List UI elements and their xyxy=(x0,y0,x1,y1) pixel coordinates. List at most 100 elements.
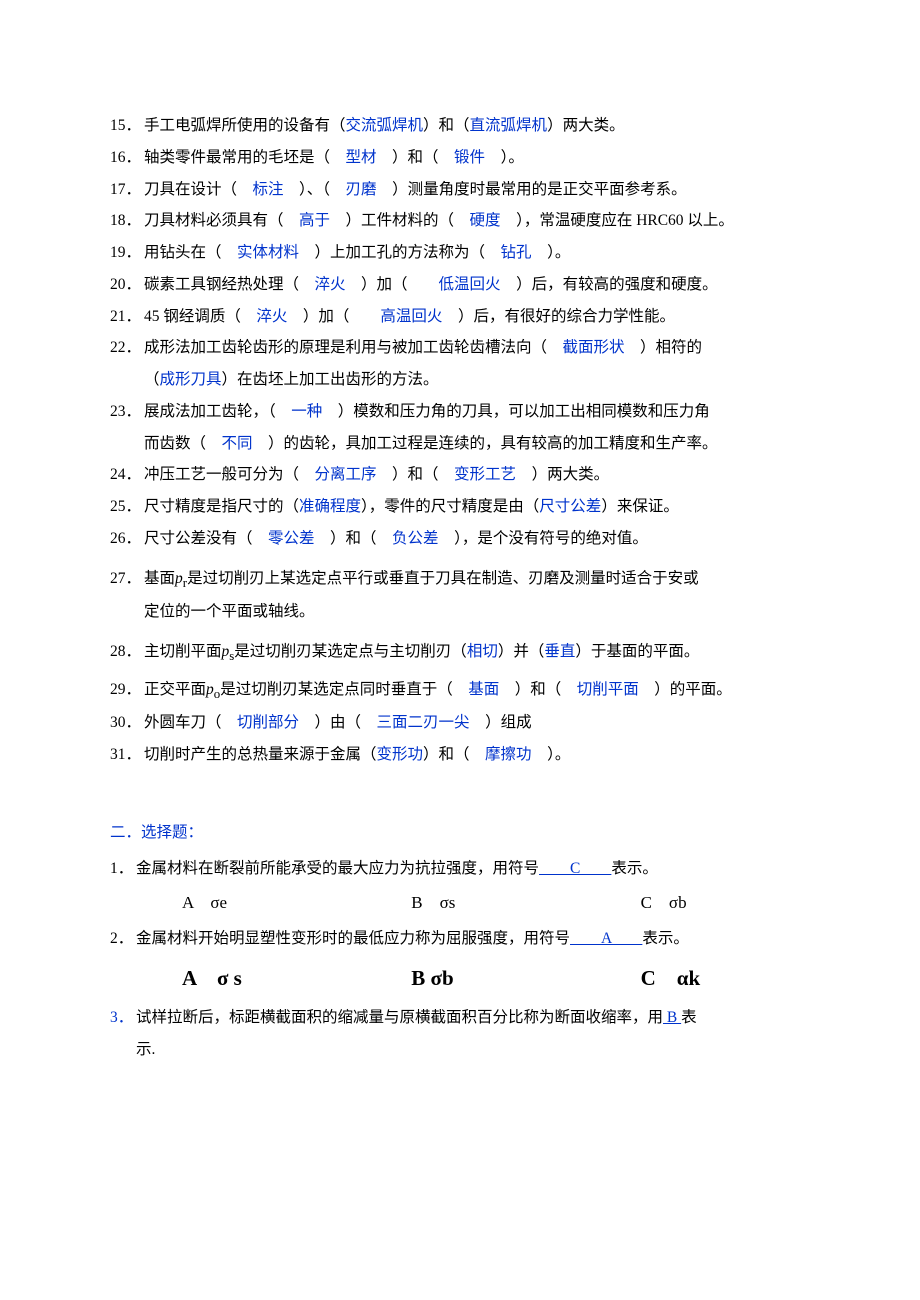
t: 是过切削刃上某选定点平行或垂直于刀具在制造、刃磨及测量时适合于安或 xyxy=(187,570,699,587)
qbody: 金属材料开始明显塑性变形时的最低应力称为屈服强度，用符号 A 表示。 xyxy=(136,923,820,955)
t: ）上加工孔的方法称为（ xyxy=(299,244,501,261)
answer: 直流弧焊机 xyxy=(470,117,548,134)
answer: 基面 xyxy=(468,681,499,698)
qnum: 26． xyxy=(110,523,144,555)
t: ）于基面的平面。 xyxy=(575,643,699,660)
qnum: 16． xyxy=(110,142,144,174)
t: ）和（ xyxy=(423,117,470,134)
t: 是过切削刃某选定点同时垂直于（ xyxy=(220,681,468,698)
t: 切削时产生的总热量来源于金属（ xyxy=(144,746,377,763)
qbody: 主切削平面ps是过切削刃某选定点与主切削刃（相切）并（垂直）于基面的平面。 xyxy=(144,636,820,670)
answer: 切削部分 xyxy=(237,714,299,731)
qnum: 23． xyxy=(110,396,144,428)
qnum: 29． xyxy=(110,674,144,706)
question-30: 30． 外圆车刀（ 切削部分 ）由（ 三面二刃一尖 ）组成 xyxy=(110,707,820,739)
t: ）后，有较高的强度和硬度。 xyxy=(501,276,718,293)
t: ），常温硬度应在 HRC60 以上。 xyxy=(501,212,734,229)
symbol-p: p xyxy=(175,570,183,587)
answer: 高温回火 xyxy=(380,308,442,325)
answer: 不同 xyxy=(222,435,253,452)
answer: 淬火 xyxy=(256,308,287,325)
t: 手工电弧焊所使用的设备有（ xyxy=(144,117,346,134)
t: 表示。 xyxy=(611,860,658,877)
qbody: 尺寸精度是指尺寸的（准确程度），零件的尺寸精度是由（尺寸公差）来保证。 xyxy=(144,491,820,523)
question-22: 22． 成形法加工齿轮齿形的原理是利用与被加工齿轮齿槽法向（ 截面形状 ）相符的 xyxy=(110,332,820,364)
question-22-cont: （成形刀具）在齿坯上加工出齿形的方法。 xyxy=(110,364,820,396)
answer: 硬度 xyxy=(470,212,501,229)
question-15: 15． 手工电弧焊所使用的设备有（交流弧焊机）和（直流弧焊机）两大类。 xyxy=(110,110,820,142)
t: 刀具在设计（ xyxy=(144,181,253,198)
mc-question-3-cont: 示. xyxy=(110,1034,820,1066)
qnum: 17． xyxy=(110,174,144,206)
t: ）的齿轮，具加工过程是连续的，具有较高的加工精度和生产率。 xyxy=(253,435,718,452)
t: 尺寸公差没有（ xyxy=(144,530,268,547)
question-27-cont: 定位的一个平面或轴线。 xyxy=(110,596,820,628)
t: 是过切削刃某选定点与主切削刃（ xyxy=(234,643,467,660)
qbody: 尺寸公差没有（ 零公差 ）和（ 负公差 ），是个没有符号的绝对值。 xyxy=(144,523,820,555)
t: 外圆车刀（ xyxy=(144,714,237,731)
qnum: 19． xyxy=(110,237,144,269)
question-27: 27． 基面pr是过切削刃上某选定点平行或垂直于刀具在制造、刃磨及测量时适合于安… xyxy=(110,563,820,597)
t: ）并（ xyxy=(498,643,545,660)
fill-answer: B xyxy=(663,1009,681,1026)
t: 展成法加工齿轮，（ xyxy=(144,403,291,420)
answer: 分离工序 xyxy=(315,466,377,483)
t: ）。 xyxy=(532,244,571,261)
t: ）和（ xyxy=(315,530,393,547)
qbody: 展成法加工齿轮，（ 一种 ）模数和压力角的刀具，可以加工出相同模数和压力角 xyxy=(144,396,820,428)
qbody: 刀具在设计（ 标注 ）、（ 刃磨 ）测量角度时最常用的是正交平面参考系。 xyxy=(144,174,820,206)
section-2-title: 二．选择题： xyxy=(110,817,820,849)
answer: 成形刀具 xyxy=(160,371,222,388)
t: ）两大类。 xyxy=(547,117,625,134)
t: 用钻头在（ xyxy=(144,244,237,261)
t: 表示。 xyxy=(642,930,689,947)
answer: 标注 xyxy=(253,181,284,198)
answer: 零公差 xyxy=(268,530,315,547)
qnum: 2． xyxy=(110,923,136,955)
qbody: 金属材料在断裂前所能承受的最大应力为抗拉强度，用符号 C 表示。 xyxy=(136,853,820,885)
t: 主切削平面 xyxy=(144,643,222,660)
qbody: 试样拉断后，标距横截面积的缩减量与原横截面积百分比称为断面收缩率，用 B 表 xyxy=(136,1002,820,1034)
question-16: 16． 轴类零件最常用的毛坯是（ 型材 ）和（ 锻件 ）。 xyxy=(110,142,820,174)
mc2-choices: A σ s B σb C αk xyxy=(110,957,820,1000)
choice-c: C σb xyxy=(641,886,820,921)
answer: 低温回火 xyxy=(439,276,501,293)
t: 冲压工艺一般可分为（ xyxy=(144,466,315,483)
qnum: 18． xyxy=(110,205,144,237)
qbody: 碳素工具钢经热处理（ 淬火 ）加（ 低温回火 ）后，有较高的强度和硬度。 xyxy=(144,269,820,301)
t: 成形法加工齿轮齿形的原理是利用与被加工齿轮齿槽法向（ xyxy=(144,339,563,356)
t: ）由（ xyxy=(299,714,377,731)
answer: 一种 xyxy=(291,403,322,420)
question-28: 28． 主切削平面ps是过切削刃某选定点与主切削刃（相切）并（垂直）于基面的平面… xyxy=(110,636,820,670)
choice-c: C αk xyxy=(641,957,820,1000)
t: 而齿数（ xyxy=(144,435,222,452)
question-23-cont: 而齿数（ 不同 ）的齿轮，具加工过程是连续的，具有较高的加工精度和生产率。 xyxy=(110,428,820,460)
answer: 负公差 xyxy=(392,530,439,547)
qbody: 用钻头在（ 实体材料 ）上加工孔的方法称为（ 钻孔 ）。 xyxy=(144,237,820,269)
qnum: 15． xyxy=(110,110,144,142)
answer: 准确程度 xyxy=(299,498,361,515)
choice-a: A σe xyxy=(182,886,411,921)
answer: 实体材料 xyxy=(237,244,299,261)
qbody: 手工电弧焊所使用的设备有（交流弧焊机）和（直流弧焊机）两大类。 xyxy=(144,110,820,142)
answer: 尺寸公差 xyxy=(539,498,601,515)
answer: 截面形状 xyxy=(563,339,625,356)
t: 示. xyxy=(136,1041,155,1058)
t: 试样拉断后，标距横截面积的缩减量与原横截面积百分比称为断面收缩率，用 xyxy=(136,1009,663,1026)
t: （ xyxy=(144,371,160,388)
qnum: 30． xyxy=(110,707,144,739)
t: 尺寸精度是指尺寸的（ xyxy=(144,498,299,515)
qbody: 轴类零件最常用的毛坯是（ 型材 ）和（ 锻件 ）。 xyxy=(144,142,820,174)
qnum: 31． xyxy=(110,739,144,771)
mc-question-2: 2． 金属材料开始明显塑性变形时的最低应力称为屈服强度，用符号 A 表示。 xyxy=(110,923,820,955)
t: ），零件的尺寸精度是由（ xyxy=(361,498,539,515)
t: ）来保证。 xyxy=(601,498,679,515)
qbody: 切削时产生的总热量来源于金属（变形功）和（ 摩擦功 ）。 xyxy=(144,739,820,771)
mc1-choices: A σe B σs C σb xyxy=(110,886,820,921)
t: ）两大类。 xyxy=(516,466,609,483)
answer: 变形功 xyxy=(377,746,424,763)
t: 基面 xyxy=(144,570,175,587)
answer: 钻孔 xyxy=(501,244,532,261)
t: 金属材料在断裂前所能承受的最大应力为抗拉强度，用符号 xyxy=(136,860,539,877)
qbody: 外圆车刀（ 切削部分 ）由（ 三面二刃一尖 ）组成 xyxy=(144,707,820,739)
